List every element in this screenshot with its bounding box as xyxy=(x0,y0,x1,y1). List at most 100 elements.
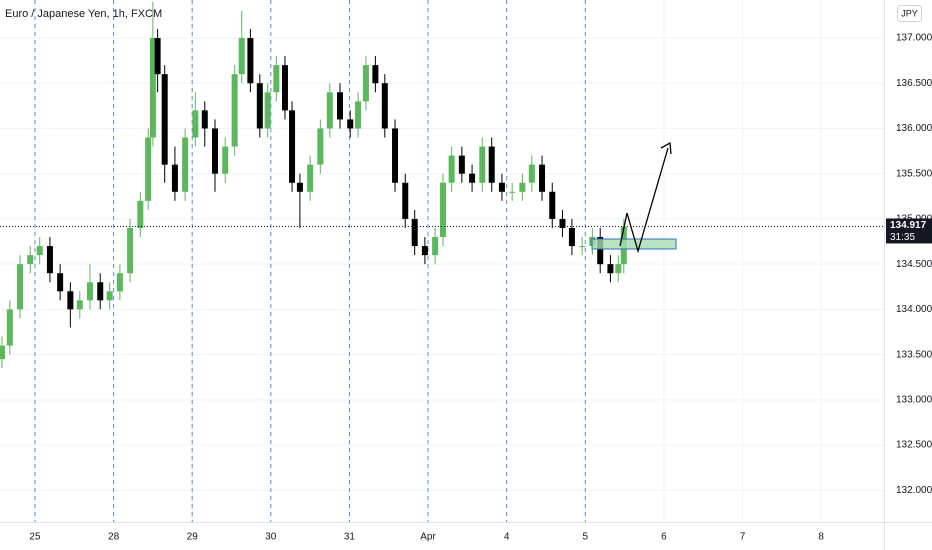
candle-body xyxy=(615,264,622,274)
candle-body xyxy=(137,200,144,228)
currency-box[interactable] xyxy=(897,5,922,22)
candle-body xyxy=(402,182,409,219)
candle-body xyxy=(372,65,379,84)
candle-body xyxy=(458,155,465,174)
candle-body xyxy=(289,110,296,183)
candle-body xyxy=(154,37,161,75)
candle-body xyxy=(448,155,455,183)
candle-body xyxy=(439,182,446,238)
candle-body xyxy=(273,65,280,93)
candle-body xyxy=(182,137,189,192)
currency-label: JPY xyxy=(901,8,918,18)
y-tick-label: 133.500 xyxy=(896,349,932,360)
x-tick-label: 25 xyxy=(29,532,41,543)
candle-body xyxy=(116,273,123,292)
zone-box xyxy=(591,238,677,250)
candle-body xyxy=(597,237,604,265)
candle-body xyxy=(498,182,505,192)
candle-body xyxy=(76,300,83,310)
candle-body xyxy=(127,227,134,274)
candle-body xyxy=(488,146,495,183)
candle-body xyxy=(519,182,526,192)
x-tick-label: 4 xyxy=(504,532,510,543)
candle-body xyxy=(192,110,199,138)
candle-body xyxy=(337,92,343,120)
x-tick-label: 8 xyxy=(818,532,824,543)
candle-body xyxy=(238,37,245,75)
y-tick-label: 136.000 xyxy=(896,123,932,134)
x-tick-label: 28 xyxy=(108,532,120,543)
candle-body xyxy=(607,264,614,274)
price-tag xyxy=(886,218,932,244)
candle-body xyxy=(247,37,254,84)
candle-body xyxy=(539,164,546,192)
x-tick-label: 30 xyxy=(265,532,277,543)
y-tick-label: 135.500 xyxy=(896,168,932,179)
candle-body xyxy=(355,101,362,129)
price-tag-label: 134.917 xyxy=(890,220,927,231)
candle-body xyxy=(161,74,168,165)
candle-body xyxy=(36,246,43,256)
candle-body xyxy=(0,345,5,360)
x-tick-label: 29 xyxy=(187,532,199,543)
candle-body xyxy=(67,291,74,310)
candle-body xyxy=(326,92,333,129)
x-tick-label: 7 xyxy=(740,532,746,543)
candle-body xyxy=(296,182,303,192)
candle-body xyxy=(222,146,229,174)
candle-body xyxy=(6,309,13,346)
candle-body xyxy=(97,282,104,301)
candle-body xyxy=(432,237,439,256)
candle-body xyxy=(145,137,152,201)
candle-body xyxy=(57,273,64,292)
candle-body xyxy=(421,246,428,256)
candle-body xyxy=(106,291,113,301)
candle-body xyxy=(392,128,399,183)
candle-body xyxy=(469,173,476,183)
candle-body xyxy=(317,128,324,165)
candle-body xyxy=(528,164,535,183)
candle-body xyxy=(87,282,94,301)
candle-body xyxy=(46,246,53,274)
candle-body xyxy=(307,164,314,192)
candle-body xyxy=(281,65,288,111)
y-tick-label: 132.500 xyxy=(896,440,932,451)
y-tick-label: 136.500 xyxy=(896,78,932,89)
candle-body xyxy=(509,191,516,193)
arrow-head xyxy=(660,141,672,155)
candle-body xyxy=(231,74,238,147)
candle-body xyxy=(256,83,263,129)
candle-body xyxy=(568,227,575,247)
grid xyxy=(0,0,884,522)
countdown-label: 31:35 xyxy=(890,232,915,243)
y-tick-label: 133.000 xyxy=(896,395,932,406)
y-tick-label: 134.500 xyxy=(896,259,932,270)
candle-body xyxy=(264,92,271,129)
candle-body xyxy=(411,218,418,247)
candle-body xyxy=(479,146,486,183)
candle-body xyxy=(559,218,566,228)
candle-body xyxy=(171,164,178,192)
chart-title: Euro / Japanese Yen, 1h, FXCM xyxy=(5,8,162,20)
y-tick-label: 134.000 xyxy=(896,304,932,315)
x-tick-label: Apr xyxy=(420,532,436,543)
candles xyxy=(0,1,627,369)
projection-arrow xyxy=(619,147,669,254)
y-tick-label: 137.000 xyxy=(896,33,932,44)
candle-body xyxy=(579,246,586,248)
x-tick-label: 6 xyxy=(661,532,667,543)
candle-body xyxy=(17,264,24,310)
candle-body xyxy=(347,119,354,129)
x-tick-label: 31 xyxy=(344,532,356,543)
candle-body xyxy=(201,110,208,129)
candle-body xyxy=(362,65,369,102)
x-tick-label: 5 xyxy=(582,532,588,543)
candle-body xyxy=(212,128,219,174)
candle-body xyxy=(381,83,388,129)
y-tick-label: 132.000 xyxy=(896,485,932,496)
candle-body xyxy=(549,191,556,219)
candle-body xyxy=(27,255,34,265)
